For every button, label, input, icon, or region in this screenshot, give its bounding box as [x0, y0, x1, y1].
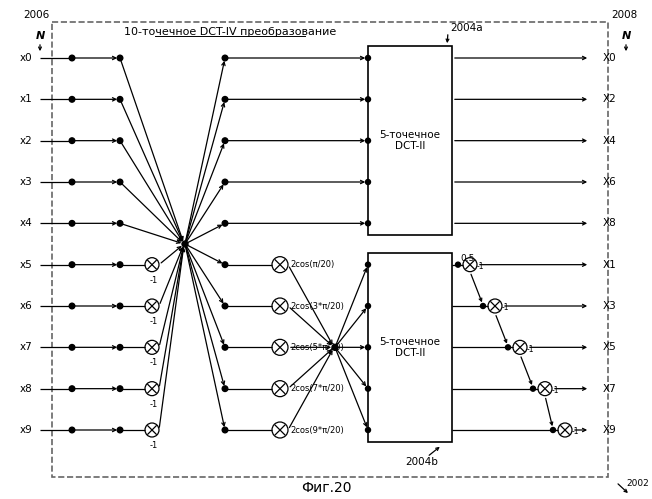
- Circle shape: [69, 96, 75, 102]
- Circle shape: [366, 262, 370, 267]
- Circle shape: [366, 55, 370, 60]
- Text: -1: -1: [502, 303, 509, 312]
- Text: X4: X4: [603, 136, 617, 146]
- Text: -1: -1: [552, 386, 559, 395]
- Text: 2004a: 2004a: [450, 23, 482, 33]
- Circle shape: [117, 262, 123, 267]
- Circle shape: [69, 55, 75, 61]
- Text: -1: -1: [527, 345, 535, 354]
- Text: 2cos(7*π/20): 2cos(7*π/20): [290, 384, 344, 393]
- Text: X6: X6: [603, 177, 617, 187]
- Circle shape: [117, 221, 123, 226]
- Text: x2: x2: [20, 136, 33, 146]
- Text: 2008: 2008: [611, 10, 637, 20]
- Circle shape: [332, 344, 338, 350]
- Text: 2cos(5*π/20): 2cos(5*π/20): [290, 343, 344, 352]
- Text: X8: X8: [603, 219, 617, 229]
- Text: -1: -1: [150, 441, 158, 450]
- Text: X5: X5: [603, 342, 617, 352]
- Text: 5-точечное
DCT-II: 5-точечное DCT-II: [379, 336, 441, 358]
- Circle shape: [222, 221, 228, 226]
- Circle shape: [222, 262, 228, 267]
- Circle shape: [456, 262, 460, 267]
- Circle shape: [117, 179, 123, 185]
- Text: N: N: [621, 31, 630, 41]
- Circle shape: [550, 428, 556, 433]
- Circle shape: [366, 180, 370, 185]
- Circle shape: [69, 221, 75, 226]
- Circle shape: [222, 96, 228, 102]
- Text: x6: x6: [20, 301, 33, 311]
- Circle shape: [69, 138, 75, 144]
- Text: x5: x5: [20, 259, 33, 269]
- Circle shape: [366, 345, 370, 350]
- Circle shape: [117, 55, 123, 61]
- Circle shape: [366, 303, 370, 308]
- Text: X7: X7: [603, 384, 617, 394]
- Text: -1: -1: [150, 275, 158, 284]
- Text: x7: x7: [20, 342, 33, 352]
- Text: X2: X2: [603, 94, 617, 104]
- Text: -1: -1: [572, 428, 580, 437]
- Circle shape: [366, 428, 370, 433]
- Text: 5-точечное
DCT-II: 5-точечное DCT-II: [379, 130, 441, 152]
- Circle shape: [222, 344, 228, 350]
- Circle shape: [69, 179, 75, 185]
- Text: N: N: [35, 31, 44, 41]
- Circle shape: [531, 386, 535, 391]
- Text: -1: -1: [150, 317, 158, 326]
- Text: 2006: 2006: [23, 10, 49, 20]
- Circle shape: [366, 386, 370, 391]
- Circle shape: [117, 303, 123, 309]
- Text: 2cos(π/20): 2cos(π/20): [290, 260, 334, 269]
- Circle shape: [182, 241, 188, 247]
- Text: -1: -1: [477, 262, 484, 271]
- Text: -1: -1: [150, 400, 158, 409]
- Circle shape: [69, 303, 75, 309]
- Text: x9: x9: [20, 425, 33, 435]
- Text: 2cos(9*π/20): 2cos(9*π/20): [290, 426, 344, 435]
- Text: 2002: 2002: [626, 479, 649, 488]
- Circle shape: [222, 138, 228, 144]
- Circle shape: [481, 303, 486, 308]
- Text: x0: x0: [20, 53, 33, 63]
- Circle shape: [69, 386, 75, 392]
- Circle shape: [117, 138, 123, 144]
- Text: 2004b: 2004b: [406, 457, 438, 467]
- FancyBboxPatch shape: [368, 46, 452, 236]
- Circle shape: [222, 55, 228, 61]
- Circle shape: [117, 344, 123, 350]
- Text: Фиг.20: Фиг.20: [301, 481, 351, 495]
- Circle shape: [69, 262, 75, 267]
- Text: X9: X9: [603, 425, 617, 435]
- Circle shape: [117, 96, 123, 102]
- Circle shape: [366, 97, 370, 102]
- Circle shape: [222, 303, 228, 309]
- Circle shape: [222, 427, 228, 433]
- Circle shape: [69, 344, 75, 350]
- Circle shape: [117, 427, 123, 433]
- Text: x8: x8: [20, 384, 33, 394]
- Text: x3: x3: [20, 177, 33, 187]
- Circle shape: [222, 386, 228, 392]
- Text: 0.5: 0.5: [460, 254, 475, 263]
- Text: 10-точечное DCT-IV преобразование: 10-точечное DCT-IV преобразование: [124, 27, 336, 37]
- Text: -1: -1: [150, 358, 158, 367]
- Text: 2cos(3*π/20): 2cos(3*π/20): [290, 301, 344, 310]
- Circle shape: [117, 386, 123, 392]
- Circle shape: [366, 221, 370, 226]
- Text: x4: x4: [20, 219, 33, 229]
- Circle shape: [222, 179, 228, 185]
- Text: x1: x1: [20, 94, 33, 104]
- Text: X3: X3: [603, 301, 617, 311]
- Text: X0: X0: [603, 53, 617, 63]
- FancyBboxPatch shape: [368, 252, 452, 442]
- Text: X1: X1: [603, 259, 617, 269]
- Circle shape: [366, 138, 370, 143]
- Circle shape: [505, 345, 511, 350]
- Circle shape: [69, 427, 75, 433]
